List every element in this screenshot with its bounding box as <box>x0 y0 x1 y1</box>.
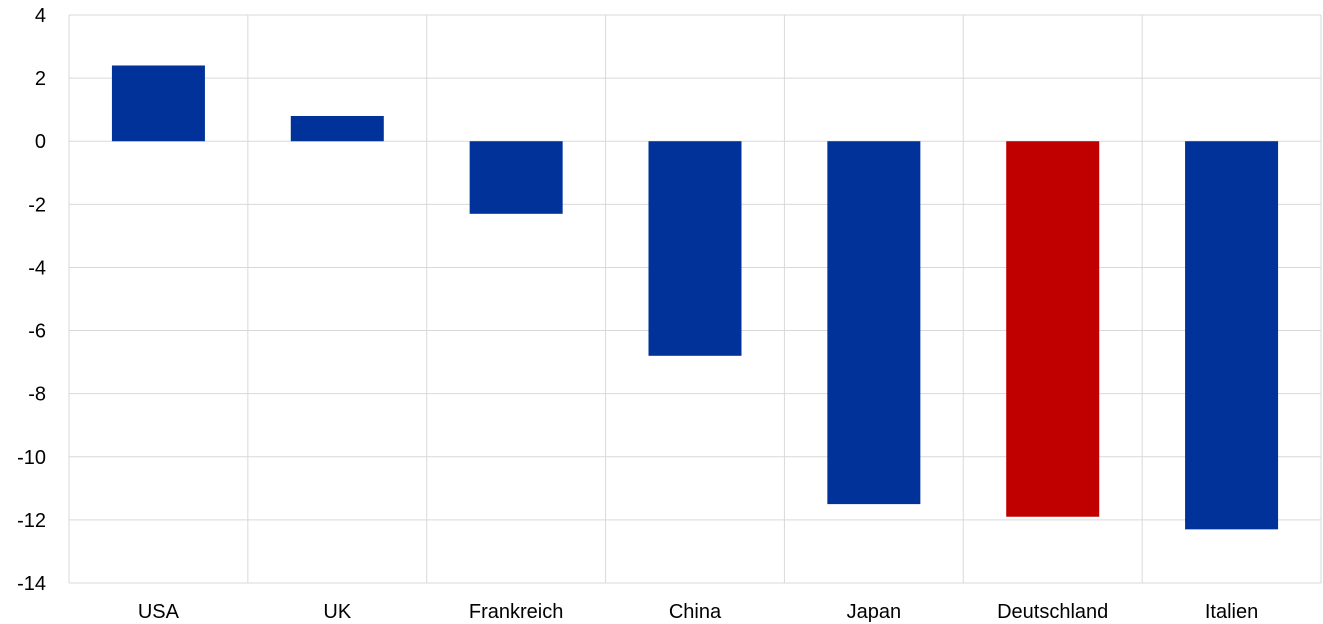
x-tick-label: Japan <box>847 601 902 623</box>
x-axis-labels: USA UK Frankreich China Japan Deutschland Ital… <box>138 601 1258 623</box>
bar-frankreich <box>469 141 563 214</box>
y-tick-label: -8 <box>28 384 46 406</box>
x-tick-label: UK <box>323 601 351 623</box>
y-tick-label: -6 <box>28 321 46 343</box>
bar-italien <box>1185 141 1279 530</box>
y-tick-label: -4 <box>28 257 46 279</box>
y-tick-label: 4 <box>35 5 46 27</box>
y-tick-label: -12 <box>17 510 46 532</box>
bar-japan <box>827 141 921 505</box>
bars <box>111 65 1279 530</box>
y-axis-labels: 4 2 0 -2 -4 -6 -8 -10 -12 -14 <box>17 5 46 595</box>
x-tick-label: Frankreich <box>469 601 563 623</box>
x-tick-label: China <box>669 601 722 623</box>
y-tick-label: 2 <box>35 68 46 90</box>
y-tick-label: 0 <box>35 131 46 153</box>
bar-uk <box>290 115 384 142</box>
y-tick-label: -2 <box>28 194 46 216</box>
x-tick-label: Italien <box>1205 601 1258 623</box>
y-tick-label: -10 <box>17 447 46 469</box>
y-tick-label: -14 <box>17 573 46 595</box>
x-tick-label: Deutschland <box>997 601 1108 623</box>
bar-usa <box>111 65 205 142</box>
bar-deutschland <box>1006 141 1100 517</box>
bar-china <box>648 141 742 356</box>
x-tick-label: USA <box>138 601 180 623</box>
